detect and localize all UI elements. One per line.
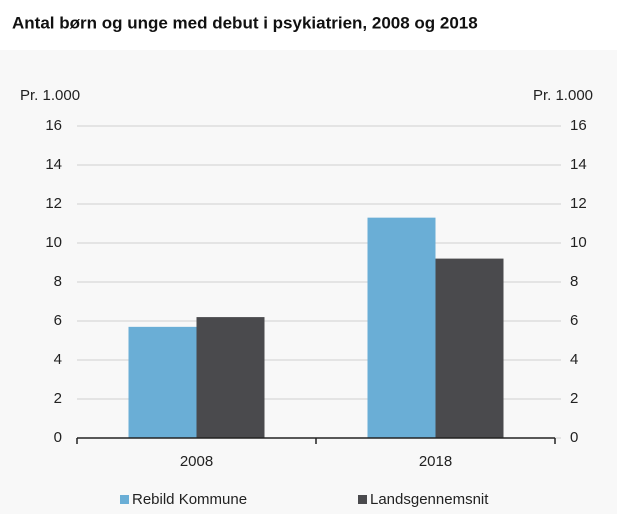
x-tick-label: 2008: [180, 453, 213, 470]
y-tick-label: 8: [54, 273, 62, 290]
y2-tick-label: 8: [570, 273, 578, 290]
bar: [435, 258, 504, 438]
legend-swatch: [120, 495, 129, 504]
y2-axis-label: Pr. 1.000: [533, 87, 593, 104]
legend-label: Landsgennemsnit: [370, 491, 489, 508]
bar: [196, 317, 265, 438]
x-tick-label: 2018: [419, 453, 452, 470]
legend-label: Rebild Kommune: [132, 491, 247, 508]
bar: [367, 217, 436, 438]
y-tick-label: 4: [54, 351, 62, 368]
y2-tick-label: 2: [570, 390, 578, 407]
y-tick-label: 16: [45, 117, 62, 134]
y-tick-label: 12: [45, 195, 62, 212]
y2-tick-label: 12: [570, 195, 587, 212]
y-tick-label: 0: [54, 429, 62, 446]
chart-title: Antal børn og unge med debut i psykiatri…: [12, 13, 478, 32]
y-tick-label: 2: [54, 390, 62, 407]
bar: [128, 326, 197, 438]
y-tick-label: 6: [54, 312, 62, 329]
y2-tick-label: 14: [570, 156, 587, 173]
y-tick-label: 10: [45, 234, 62, 251]
y2-tick-label: 10: [570, 234, 587, 251]
y-axis-label: Pr. 1.000: [20, 87, 80, 104]
legend-swatch: [358, 495, 367, 504]
y2-tick-label: 4: [570, 351, 578, 368]
y2-tick-label: 16: [570, 117, 587, 134]
y2-tick-label: 6: [570, 312, 578, 329]
y-tick-label: 14: [45, 156, 62, 173]
y2-tick-label: 0: [570, 429, 578, 446]
